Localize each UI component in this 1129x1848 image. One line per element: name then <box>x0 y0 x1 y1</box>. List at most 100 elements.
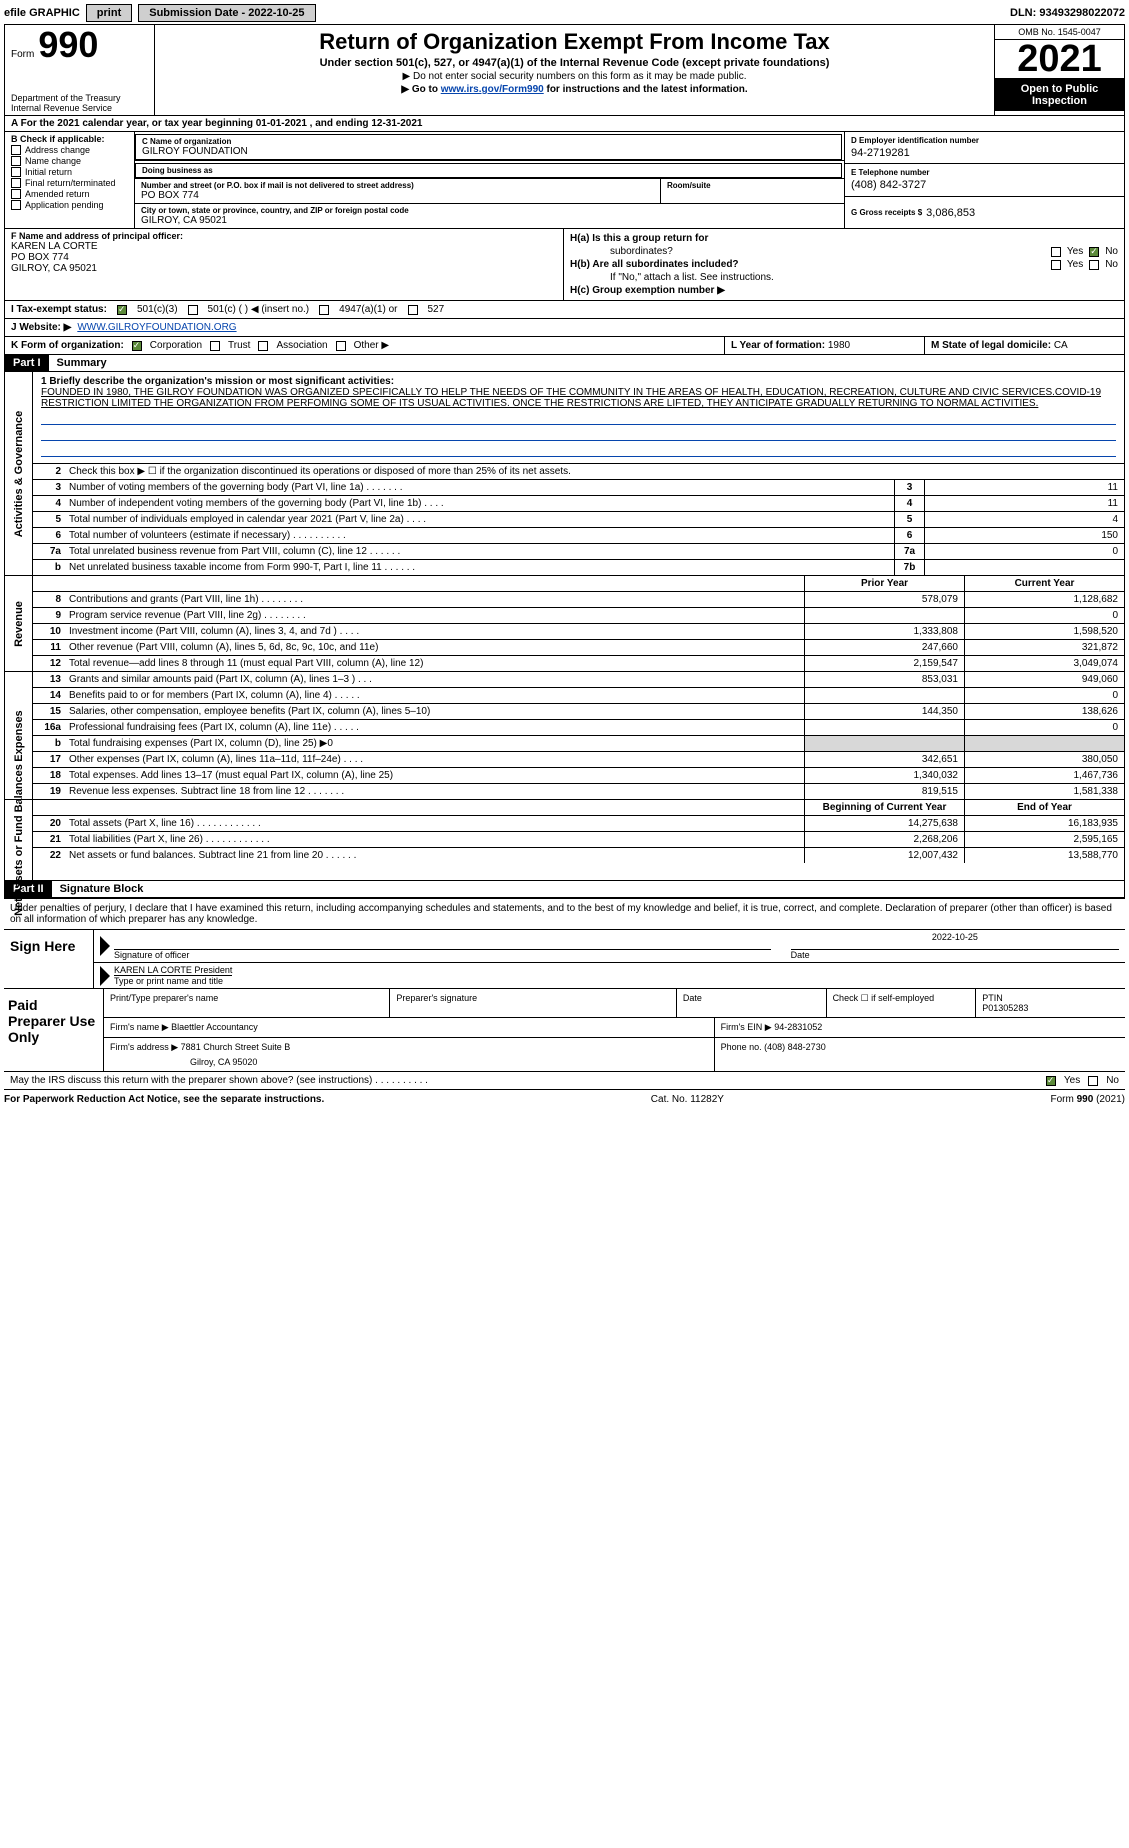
firm-addr-cell: Firm's address ▶ 7881 Church Street Suit… <box>104 1038 715 1071</box>
id-mid-column: C Name of organization GILROY FOUNDATION… <box>135 132 844 228</box>
line-5: 5Total number of individuals employed in… <box>33 512 1124 528</box>
line-4: 4Number of independent voting members of… <box>33 496 1124 512</box>
form-container: Form 990 Department of the Treasury Inte… <box>4 24 1125 899</box>
line-3: 3Number of voting members of the governi… <box>33 480 1124 496</box>
id-right-column: D Employer identification number 94-2719… <box>844 132 1124 228</box>
form-header: Form 990 Department of the Treasury Inte… <box>5 25 1124 116</box>
initial-return-check[interactable]: Initial return <box>11 167 128 177</box>
prep-line-3: Firm's address ▶ 7881 Church Street Suit… <box>104 1038 1125 1071</box>
checkbox-icon[interactable] <box>1046 1076 1056 1086</box>
l-cell: L Year of formation: 1980 <box>724 337 924 354</box>
form-subtitle-1: Under section 501(c), 527, or 4947(a)(1)… <box>163 57 986 69</box>
checkbox-icon[interactable] <box>188 305 198 315</box>
line-16b: bTotal fundraising expenses (Part IX, co… <box>33 736 1124 752</box>
net-sidebar: Net Assets or Fund Balances <box>5 800 33 880</box>
form-number: Form 990 <box>11 27 148 63</box>
line-6: 6Total number of volunteers (estimate if… <box>33 528 1124 544</box>
checkbox-icon[interactable] <box>132 341 142 351</box>
col-header-2: Beginning of Current Year End of Year <box>33 800 1124 816</box>
revenue-section: Revenue Prior Year Current Year 8Contrib… <box>5 576 1124 672</box>
line-12: 12Total revenue—add lines 8 through 11 (… <box>33 656 1124 671</box>
form-subtitle-3: ▶ Go to www.irs.gov/Form990 for instruct… <box>163 84 986 95</box>
k-l-m-row: K Form of organization: Corporation Trus… <box>5 337 1124 355</box>
sig-name-line: KAREN LA CORTE President Type or print n… <box>94 963 1125 988</box>
discuss-row: May the IRS discuss this return with the… <box>4 1071 1125 1090</box>
line-18: 18Total expenses. Add lines 13–17 (must … <box>33 768 1124 784</box>
checkbox-icon[interactable] <box>336 341 346 351</box>
expenses-section: Expenses 13Grants and similar amounts pa… <box>5 672 1124 800</box>
address-change-check[interactable]: Address change <box>11 145 128 155</box>
blank-line <box>41 427 1116 441</box>
street-cell: Number and street (or P.O. box if mail i… <box>135 179 661 203</box>
arrow-icon <box>100 936 110 956</box>
net-assets-section: Net Assets or Fund Balances Beginning of… <box>5 800 1124 880</box>
line-7b: bNet unrelated business taxable income f… <box>33 560 1124 575</box>
h-b-row: H(b) Are all subordinates included? Yes … <box>570 259 1118 270</box>
city-cell: City or town, state or province, country… <box>135 204 844 228</box>
checkbox-icon[interactable] <box>210 341 220 351</box>
line-19: 19Revenue less expenses. Subtract line 1… <box>33 784 1124 799</box>
checkbox-icon <box>11 156 21 166</box>
website-link[interactable]: WWW.GILROYFOUNDATION.ORG <box>77 322 236 333</box>
amended-return-check[interactable]: Amended return <box>11 189 128 199</box>
line-8: 8Contributions and grants (Part VIII, li… <box>33 592 1124 608</box>
line-20: 20Total assets (Part X, line 16) . . . .… <box>33 816 1124 832</box>
tax-year: 2021 <box>995 40 1124 79</box>
identification-block: B Check if applicable: Address change Na… <box>5 132 1124 229</box>
c-name-cell: C Name of organization GILROY FOUNDATION <box>135 134 842 160</box>
checkbox-icon[interactable] <box>319 305 329 315</box>
i-row: I Tax-exempt status: 501(c)(3) 501(c) ( … <box>5 301 1124 319</box>
h-cell: H(a) Is this a group return for subordin… <box>564 229 1124 300</box>
submission-date-button[interactable]: Submission Date - 2022-10-25 <box>138 4 315 22</box>
sign-here-row: Sign Here Signature of officer 2022-10-2… <box>4 929 1125 988</box>
line-2: 2 Check this box ▶ ☐ if the organization… <box>33 463 1124 480</box>
irs-link[interactable]: www.irs.gov/Form990 <box>441 84 544 95</box>
line-11: 11Other revenue (Part VIII, column (A), … <box>33 640 1124 656</box>
line-17: 17Other expenses (Part IX, column (A), l… <box>33 752 1124 768</box>
checkbox-icon[interactable] <box>1051 260 1061 270</box>
line-7a: 7aTotal unrelated business revenue from … <box>33 544 1124 560</box>
checkbox-icon[interactable] <box>1089 247 1099 257</box>
blank-line <box>41 411 1116 425</box>
line-15: 15Salaries, other compensation, employee… <box>33 704 1124 720</box>
checkbox-icon[interactable] <box>258 341 268 351</box>
dba-cell: Doing business as <box>135 163 842 178</box>
application-pending-check[interactable]: Application pending <box>11 200 128 210</box>
paid-preparer-label: Paid Preparer Use Only <box>4 989 104 1071</box>
blank-line <box>41 443 1116 457</box>
name-change-check[interactable]: Name change <box>11 156 128 166</box>
checkbox-icon[interactable] <box>1089 260 1099 270</box>
checkbox-icon <box>11 200 21 210</box>
part-1-header: Part I Summary <box>5 355 1124 372</box>
prep-line-2: Firm's name ▶ Blaettler Accountancy Firm… <box>104 1018 1125 1038</box>
m-cell: M State of legal domicile: CA <box>924 337 1124 354</box>
form-subtitle-2: ▶ Do not enter social security numbers o… <box>163 71 986 82</box>
checkbox-icon[interactable] <box>1088 1076 1098 1086</box>
line-9: 9Program service revenue (Part VIII, lin… <box>33 608 1124 624</box>
sig-officer-line: Signature of officer 2022-10-25 Date <box>94 930 1125 963</box>
firm-name-cell: Firm's name ▶ Blaettler Accountancy <box>104 1018 715 1037</box>
checkbox-icon <box>11 178 21 188</box>
mission-text: FOUNDED IN 1980, THE GILROY FOUNDATION W… <box>41 387 1116 409</box>
h-c-row: H(c) Group exemption number ▶ <box>570 285 1118 296</box>
col-header-1: Prior Year Current Year <box>33 576 1124 592</box>
checkbox-icon[interactable] <box>117 305 127 315</box>
org-name: GILROY FOUNDATION <box>142 146 835 157</box>
line-10: 10Investment income (Part VIII, column (… <box>33 624 1124 640</box>
print-button[interactable]: print <box>86 4 132 22</box>
firm-phone-cell: Phone no. (408) 848-2730 <box>715 1038 1125 1071</box>
checkbox-icon <box>11 145 21 155</box>
form-header-right: OMB No. 1545-0047 2021 Open to Public In… <box>994 25 1124 115</box>
checkbox-icon[interactable] <box>1051 247 1061 257</box>
prep-date-cell: Date <box>677 989 827 1017</box>
prep-name-cell: Print/Type preparer's name <box>104 989 390 1017</box>
signature-declaration: Under penalties of perjury, I declare th… <box>4 899 1125 929</box>
form-header-left: Form 990 Department of the Treasury Inte… <box>5 25 155 115</box>
line-13: 13Grants and similar amounts paid (Part … <box>33 672 1124 688</box>
sign-here-label: Sign Here <box>4 930 94 988</box>
checkbox-icon[interactable] <box>408 305 418 315</box>
form-header-mid: Return of Organization Exempt From Incom… <box>155 25 994 115</box>
dln-label: DLN: 93493298022072 <box>1010 7 1125 19</box>
final-return-check[interactable]: Final return/terminated <box>11 178 128 188</box>
firm-ein-cell: Firm's EIN ▶ 94-2831052 <box>715 1018 1125 1037</box>
